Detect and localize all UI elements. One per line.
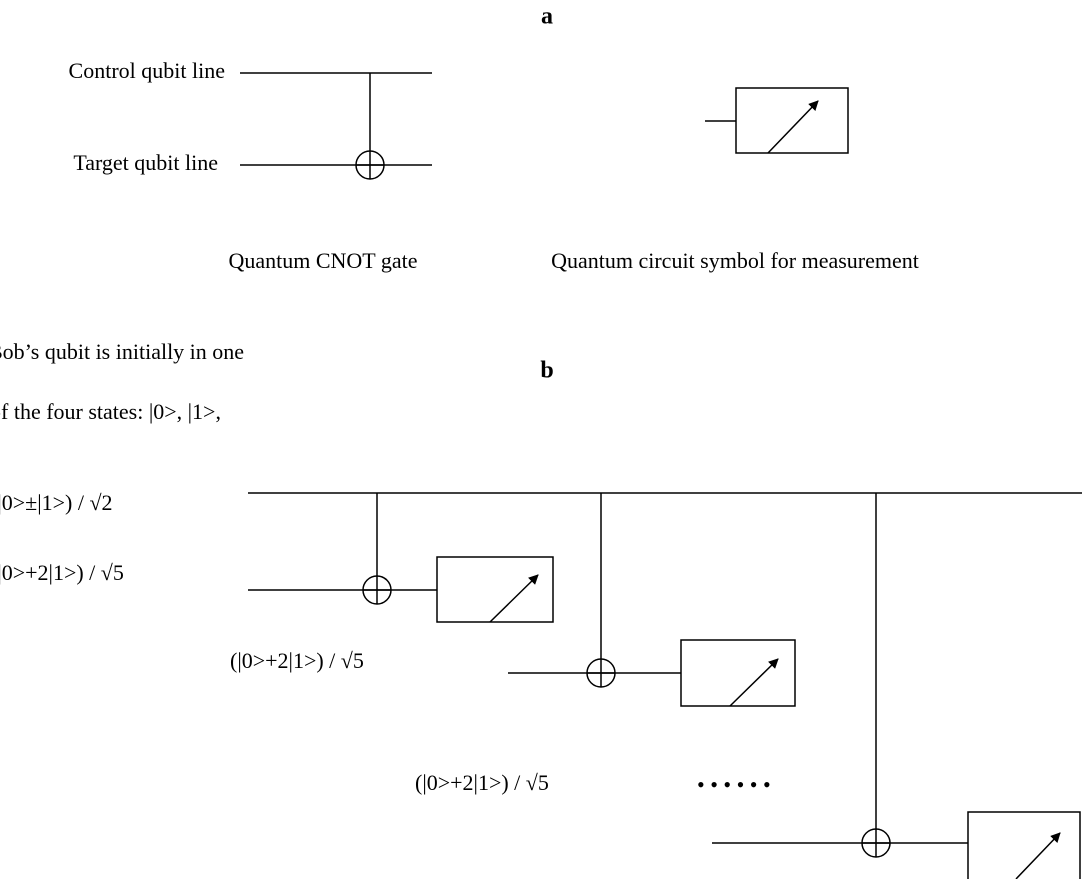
caption: Quantum CNOT gate (228, 248, 417, 273)
panel-label: a (541, 4, 553, 30)
caption: Quantum circuit symbol for measurement (551, 248, 919, 273)
meter-needle (767, 100, 819, 154)
meter-box (436, 556, 554, 623)
target-label: Target qubit line (73, 150, 218, 175)
meter-box (735, 87, 849, 154)
meter-needle (1015, 832, 1061, 880)
intro-text: Bob’s qubit is initially in one (0, 339, 244, 364)
intro-text: of the four states: |0>, |1>, (0, 399, 221, 424)
meter-box (967, 811, 1081, 883)
panel-label: b (540, 358, 553, 384)
state-label: (|0>+2|1>) / √5 (415, 770, 549, 795)
meter-needle (489, 574, 539, 623)
state-label: (|0>+2|1>) / √5 (0, 560, 124, 585)
ellipsis: • • • • • • (697, 772, 771, 797)
state-label: (|0>+2|1>) / √5 (230, 648, 364, 673)
meter-box (680, 639, 796, 707)
state-label: (|0>±|1>) / √2 (0, 490, 113, 515)
control-label: Control qubit line (69, 58, 225, 83)
meter-needle (729, 658, 779, 707)
